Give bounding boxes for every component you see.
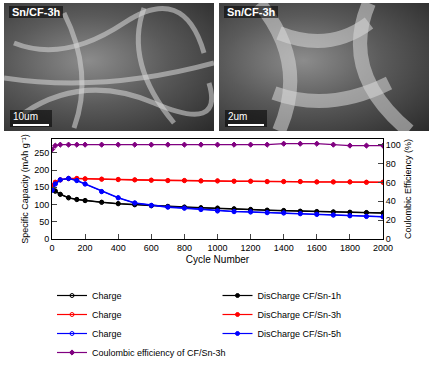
- svg-text:600: 600: [144, 243, 159, 253]
- svg-text:60: 60: [386, 178, 396, 188]
- svg-text:400: 400: [111, 243, 126, 253]
- html-text:Sn/CF-3h: Sn/CF-3h: [227, 6, 276, 18]
- svg-text:Cycle Number: Cycle Number: [186, 254, 250, 265]
- svg-text:250: 250: [34, 148, 49, 158]
- svg-text:1800: 1800: [340, 243, 360, 253]
- svg-text:100: 100: [386, 140, 401, 150]
- html-text:2um: 2um: [228, 111, 248, 122]
- svg-text:Coulombic efficiency of CF/Sn-: Coulombic efficiency of CF/Sn-3h: [92, 348, 225, 358]
- svg-text:80: 80: [386, 159, 396, 169]
- html-text:Sn/CF-3h: Sn/CF-3h: [12, 6, 61, 18]
- svg-text:Coulombic Efficiency (%): Coulombic Efficiency (%): [403, 139, 413, 239]
- svg-text:1600: 1600: [307, 243, 327, 253]
- svg-text:200: 200: [78, 243, 93, 253]
- html-text:10um: 10um: [13, 111, 38, 122]
- svg-text:DisCharge CF/Sn-1h: DisCharge CF/Sn-1h: [258, 291, 342, 301]
- svg-text:Charge: Charge: [92, 310, 122, 320]
- svg-text:20: 20: [386, 215, 396, 225]
- svg-text:1400: 1400: [274, 243, 294, 253]
- svg-text:Specific Capacity (mAh g⁻¹): Specific Capacity (mAh g⁻¹): [20, 134, 30, 244]
- svg-text:Charge: Charge: [92, 291, 122, 301]
- svg-text:0: 0: [386, 234, 391, 244]
- svg-text:0: 0: [44, 234, 49, 244]
- svg-text:1200: 1200: [241, 243, 261, 253]
- svg-text:DisCharge CF/Sn-3h: DisCharge CF/Sn-3h: [258, 310, 342, 320]
- svg-text:DisCharge CF/Sn-5h: DisCharge CF/Sn-5h: [258, 329, 342, 339]
- svg-text:Charge: Charge: [92, 329, 122, 339]
- svg-text:2000: 2000: [373, 243, 393, 253]
- svg-text:800: 800: [177, 243, 192, 253]
- svg-text:0: 0: [49, 243, 54, 253]
- svg-text:1000: 1000: [207, 243, 227, 253]
- svg-text:50: 50: [39, 217, 49, 227]
- svg-text:100: 100: [34, 200, 49, 210]
- svg-text:200: 200: [34, 165, 49, 175]
- svg-text:40: 40: [386, 196, 396, 206]
- svg-text:150: 150: [34, 182, 49, 192]
